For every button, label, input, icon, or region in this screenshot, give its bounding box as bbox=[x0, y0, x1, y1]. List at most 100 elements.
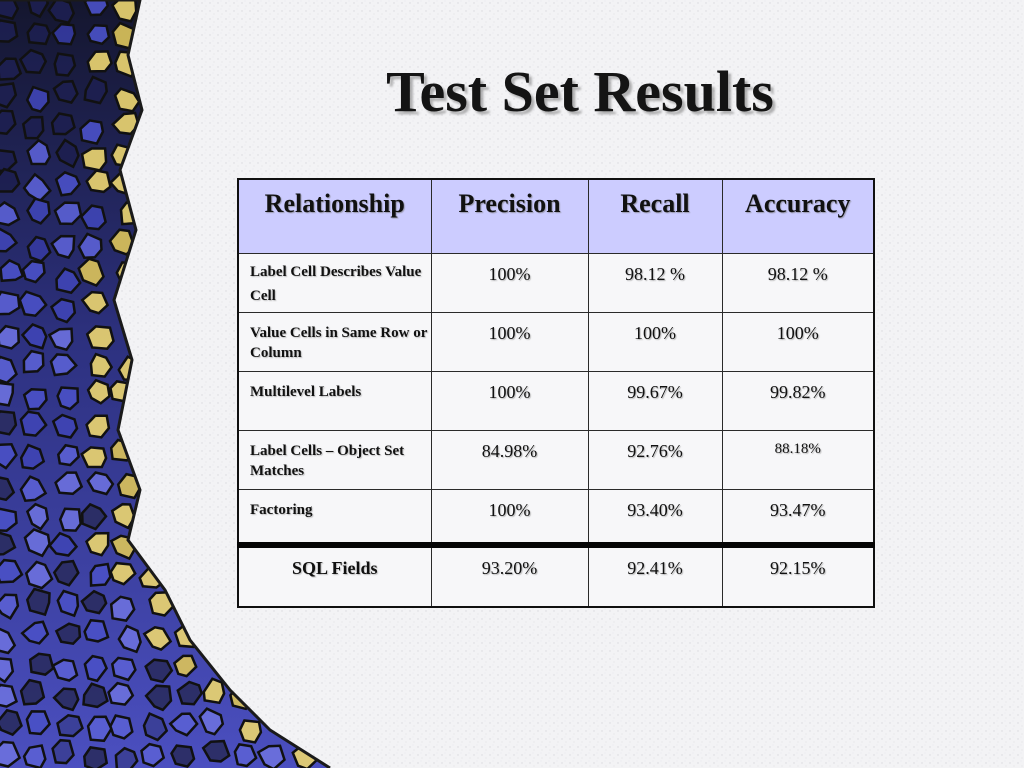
mosaic-tile bbox=[21, 115, 45, 140]
mosaic-tile bbox=[114, 746, 139, 768]
mosaic-tile bbox=[83, 654, 109, 683]
stained-glass-mosaic-border bbox=[0, 0, 331, 768]
accuracy-cell: 99.82% bbox=[721, 371, 875, 431]
mosaic-tile bbox=[21, 259, 46, 284]
mosaic-tile bbox=[26, 22, 52, 46]
mosaic-tile bbox=[0, 656, 15, 684]
mosaic-tile bbox=[52, 559, 80, 587]
header-relationship: Relationship bbox=[237, 178, 432, 254]
mosaic-tile bbox=[58, 507, 82, 532]
relationship-cell: Label Cells – Object Set Matches bbox=[237, 430, 432, 490]
mosaic-tile bbox=[176, 680, 204, 706]
mosaic-tile bbox=[79, 119, 105, 146]
mosaic-tile bbox=[55, 267, 82, 295]
mosaic-tile bbox=[0, 593, 20, 620]
mosaic-tile bbox=[28, 652, 55, 676]
mosaic-tile bbox=[0, 226, 19, 253]
mosaic-tile bbox=[54, 622, 82, 646]
mosaic-tile bbox=[22, 388, 48, 411]
mosaic-tile bbox=[80, 502, 108, 531]
mosaic-tile bbox=[83, 75, 108, 105]
mosaic-tile bbox=[109, 380, 134, 403]
mosaic-tile bbox=[0, 558, 24, 584]
mosaic-tile bbox=[19, 678, 46, 706]
relationship-label: Factoring bbox=[250, 502, 313, 518]
mosaic-tile bbox=[0, 200, 21, 227]
mosaic-tile bbox=[85, 414, 111, 439]
relationship-label: Label Cells – Object Set Matches bbox=[250, 443, 405, 479]
relationship-cell: Label Cell Describes Value Cell bbox=[237, 253, 432, 313]
recall-cell: 99.67% bbox=[587, 371, 723, 431]
mosaic-tile bbox=[86, 471, 115, 496]
header-accuracy: Accuracy bbox=[721, 178, 875, 254]
mosaic-tile bbox=[168, 712, 199, 737]
accuracy-cell: 93.47% bbox=[721, 489, 875, 545]
mosaic-tile bbox=[82, 682, 109, 709]
mosaic-tile bbox=[79, 204, 107, 231]
mosaic-tile bbox=[24, 560, 54, 590]
relationship-label: Label Cell Describes Value Cell bbox=[250, 264, 422, 304]
mosaic-tile bbox=[22, 744, 47, 768]
table-row: Label Cell Describes Value Cell 100% 98.… bbox=[237, 253, 875, 313]
mosaic-tile bbox=[54, 170, 82, 197]
recall-cell: 92.41% bbox=[587, 541, 723, 607]
mosaic-tile bbox=[0, 476, 16, 502]
mosaic-tile bbox=[49, 353, 78, 377]
mosaic-tile bbox=[51, 738, 75, 765]
mosaic-tile bbox=[0, 507, 18, 532]
header-recall: Recall bbox=[587, 178, 723, 254]
mosaic-tile bbox=[86, 50, 113, 73]
mosaic-tile bbox=[53, 201, 83, 226]
recall-cell: 93.40% bbox=[587, 489, 723, 545]
mosaic-tile bbox=[89, 562, 112, 587]
mosaic-tile bbox=[110, 656, 137, 682]
table-row: SQL Fields 93.20% 92.41% 92.15% bbox=[237, 541, 875, 607]
slide-title: Test Set Results bbox=[386, 59, 774, 124]
relationship-cell: Multilevel Labels bbox=[237, 371, 432, 431]
mosaic-tile bbox=[25, 85, 50, 113]
recall-cell: 98.12 % bbox=[587, 253, 723, 313]
mosaic-tile bbox=[201, 739, 231, 763]
mosaic-tile bbox=[109, 561, 137, 586]
mosaic-tile bbox=[52, 687, 80, 712]
mosaic-tile bbox=[144, 684, 173, 712]
mosaic-tile bbox=[109, 714, 134, 740]
mosaic-tile bbox=[84, 531, 110, 557]
accuracy-cell: 92.15% bbox=[721, 541, 875, 607]
mosaic-tile bbox=[85, 169, 112, 194]
mosaic-tile bbox=[19, 410, 48, 437]
mosaic-tile bbox=[0, 443, 18, 470]
mosaic-tile bbox=[233, 743, 258, 768]
mosaic-tile bbox=[51, 413, 79, 439]
accuracy-cell: 88.18% bbox=[721, 430, 875, 490]
mosaic-tile bbox=[18, 48, 48, 74]
mosaic-tile bbox=[0, 0, 20, 21]
mosaic-tile bbox=[0, 530, 17, 556]
relationship-cell: Value Cells in Same Row or Column bbox=[237, 312, 432, 372]
mosaic-tile bbox=[54, 471, 84, 496]
relationship-cell: Factoring bbox=[237, 489, 432, 545]
table-row: Factoring 100% 93.40% 93.47% bbox=[237, 489, 875, 545]
mosaic-tile bbox=[49, 297, 77, 324]
mosaic-tile bbox=[53, 52, 77, 77]
mosaic-tile bbox=[80, 290, 110, 315]
mosaic-tile bbox=[51, 22, 77, 46]
mosaic-tile bbox=[22, 349, 45, 374]
mosaic-tile bbox=[52, 79, 79, 105]
mosaic-tile bbox=[25, 502, 50, 531]
mosaic-tile bbox=[89, 352, 114, 378]
mosaic-tile bbox=[83, 746, 109, 768]
mosaic-tile bbox=[0, 57, 23, 81]
mosaic-tile bbox=[80, 589, 108, 615]
mosaic-tile bbox=[86, 24, 111, 46]
mosaic-tile bbox=[0, 410, 18, 436]
mosaic-tile bbox=[144, 658, 174, 684]
precision-cell: 100% bbox=[430, 371, 589, 431]
mosaic-tile bbox=[19, 475, 48, 503]
relationship-cell: SQL Fields bbox=[237, 541, 432, 607]
mosaic-tile bbox=[56, 713, 84, 738]
mosaic-tile bbox=[117, 624, 142, 654]
precision-cell: 84.98% bbox=[430, 430, 589, 490]
precision-cell: 100% bbox=[430, 312, 589, 372]
mosaic-tile bbox=[142, 711, 169, 742]
